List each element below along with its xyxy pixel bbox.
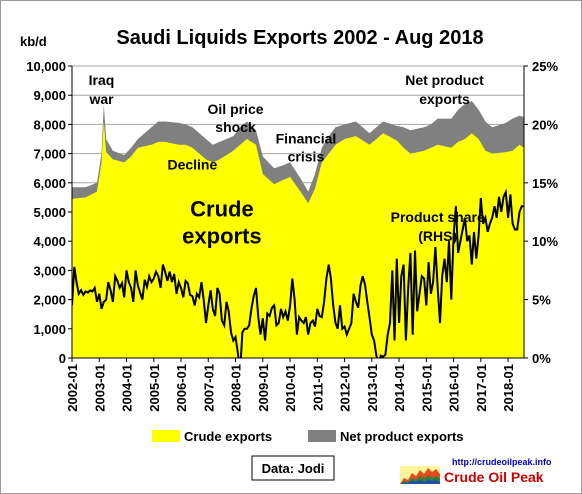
- x-tick-label: 2008-01: [229, 364, 244, 412]
- annotation-oil-price-shock: shock: [215, 119, 256, 135]
- logo-name: Crude Oil Peak: [444, 469, 544, 485]
- annotations: Iraq war Decline Oil price shock Financial cri…: [88, 72, 485, 248]
- source-box: Data: Jodi: [251, 455, 335, 481]
- y-left-tick-label: 2,000: [33, 293, 66, 308]
- y-right-tick-label: 25%: [532, 59, 558, 74]
- logo-graph-area-blue: [400, 480, 440, 484]
- y-left-tick-label: 0: [59, 351, 66, 366]
- y-left-tick-label: 5,000: [33, 205, 66, 220]
- x-tick-label: 2007-01: [201, 364, 216, 412]
- x-tick-label: 2017-01: [474, 364, 489, 412]
- axes: 0 1,000 2,000 3,000 4,000 5,000 6,000 7,000 8,00…: [26, 59, 558, 412]
- y-left-tick-label: 7,000: [33, 147, 66, 162]
- logo-url[interactable]: http://crudeoilpeak.info: [452, 457, 552, 467]
- annotation-decline: Decline: [167, 157, 217, 173]
- x-tick-label: 2010-01: [283, 364, 298, 412]
- x-tick-label: 2013-01: [365, 364, 380, 412]
- x-tick-label: 2009-01: [256, 364, 271, 412]
- annotation-net-product: exports: [419, 91, 470, 107]
- y-left-tick-label: 9,000: [33, 88, 66, 103]
- annotation-crude-exports: exports: [182, 223, 261, 248]
- y-right-tick-label: 10%: [532, 234, 558, 249]
- x-tick-label: 2018-01: [501, 364, 516, 412]
- x-tick-label: 2005-01: [147, 364, 162, 412]
- product-share-line: [72, 188, 524, 358]
- y-left-tick-label: 1,000: [33, 322, 66, 337]
- x-tick-label: 2011-01: [310, 364, 325, 411]
- y-right-tick-label: 5%: [532, 293, 551, 308]
- x-tick-label: 2002-01: [65, 364, 80, 412]
- y-left-tick-label: 6,000: [33, 176, 66, 191]
- annotation-financial-crisis: Financial: [276, 130, 337, 146]
- x-tick-label: 2014-01: [392, 364, 407, 412]
- x-tick-label: 2016-01: [447, 364, 462, 412]
- annotation-product-share: Product share: [391, 209, 485, 225]
- x-tick-label: 2006-01: [174, 364, 189, 412]
- annotation-iraq: war: [88, 91, 114, 107]
- legend-label-crude: Crude exports: [184, 429, 272, 444]
- annotation-oil-price-shock: Oil price: [208, 101, 264, 117]
- product-share-series: [72, 188, 524, 358]
- chart-title: Saudi Liquids Exports 2002 - Aug 2018: [116, 27, 483, 49]
- y-right-tick-label: 20%: [532, 117, 558, 132]
- y-left-tick-label: 10,000: [26, 59, 66, 74]
- annotation-product-share: (RHS): [418, 228, 457, 244]
- y-left-tick-label: 8,000: [33, 117, 66, 132]
- legend: Crude exports Net product exports: [152, 429, 464, 444]
- source-label: Data: Jodi: [262, 461, 325, 476]
- x-tick-label: 2004-01: [120, 364, 135, 412]
- logo-graph-icon: [400, 466, 440, 484]
- y-right-tick-label: 0%: [532, 351, 551, 366]
- x-tick-label: 2015-01: [419, 364, 434, 412]
- annotation-iraq: Iraq: [89, 72, 115, 88]
- annotation-net-product: Net product: [405, 72, 484, 88]
- legend-swatch-net-product: [308, 430, 336, 442]
- source-box-border: [251, 455, 335, 481]
- x-tick-label: 2012-01: [338, 364, 353, 412]
- y-right-tick-label: 15%: [532, 176, 558, 191]
- annotation-financial-crisis: crisis: [288, 148, 325, 164]
- crude-oil-peak-logo: http://crudeoilpeak.info Crude Oil Peak: [400, 457, 552, 485]
- legend-label-net-product: Net product exports: [340, 429, 464, 444]
- legend-swatch-crude: [152, 430, 180, 442]
- left-axis-unit: kb/d: [20, 34, 47, 49]
- y-left-tick-label: 3,000: [33, 263, 66, 278]
- annotation-crude-exports: Crude: [190, 196, 254, 221]
- y-left-tick-label: 4,000: [33, 234, 66, 249]
- x-tick-label: 2003-01: [92, 364, 107, 412]
